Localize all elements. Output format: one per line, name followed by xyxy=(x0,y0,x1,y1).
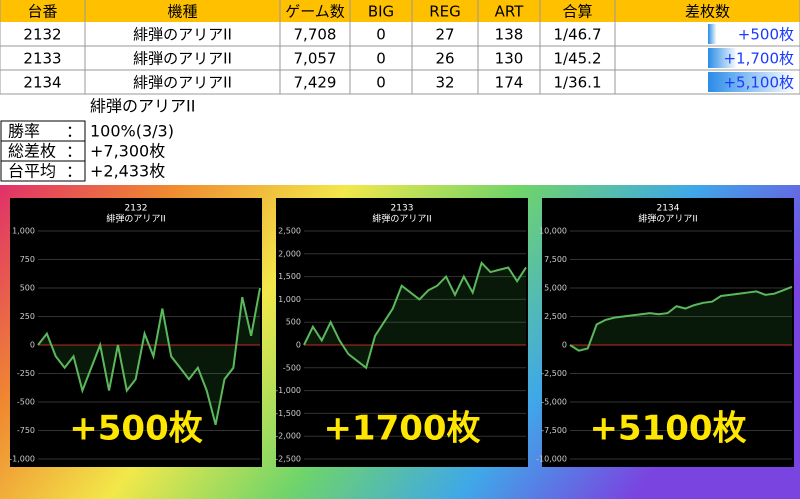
diff-cell: +1,700枚 xyxy=(723,50,794,68)
header-cell: ART xyxy=(495,3,525,21)
y-tick-label: 2,500 xyxy=(544,312,567,321)
chart-title: 2132 xyxy=(125,204,148,214)
summary-sep: ： xyxy=(66,122,82,141)
table-cell: 2134 xyxy=(23,74,61,92)
line xyxy=(37,287,261,426)
header-cell: 差枚数 xyxy=(685,3,730,21)
y-tick-label: 500 xyxy=(286,318,301,327)
y-tick-label: -7,500 xyxy=(541,426,567,435)
table-cell: 1/36.1 xyxy=(554,74,602,92)
chart-subtitle: 緋弾のアリアII xyxy=(106,213,165,225)
y-tick-label: 1,000 xyxy=(12,227,35,236)
header-cell: 合算 xyxy=(562,3,592,21)
y-tick-label: -500 xyxy=(283,363,301,372)
summary-label: 総差枚 xyxy=(8,142,56,161)
y-tick-label: -2,500 xyxy=(275,455,301,464)
diff-cell: +500枚 xyxy=(738,26,794,44)
y-tick-label: -1,000 xyxy=(9,455,35,464)
area xyxy=(38,288,260,425)
table-cell: 0 xyxy=(376,26,386,44)
annotation: +500枚 xyxy=(69,409,202,449)
summary-title: 緋弾のアリアII xyxy=(90,97,195,116)
chart-title: 2134 xyxy=(657,204,680,214)
y-tick-label: -5,000 xyxy=(541,398,567,407)
y-tick-label: -1,500 xyxy=(275,409,301,418)
chart-panel xyxy=(276,198,528,467)
summary-sep: ： xyxy=(66,142,82,161)
header-cell: 機種 xyxy=(167,3,197,21)
y-tick-label: 5,000 xyxy=(544,284,567,293)
y-tick-label: 0 xyxy=(296,341,301,350)
y-tick-label: -2,500 xyxy=(541,369,567,378)
table-cell: 緋弾のアリアII xyxy=(133,26,232,44)
y-tick-label: 0 xyxy=(562,341,567,350)
table-cell: 緋弾のアリアII xyxy=(133,50,232,68)
annotation: +1700枚 xyxy=(323,409,480,449)
table-cell: 0 xyxy=(376,50,386,68)
y-tick-label: 750 xyxy=(20,255,35,264)
summary-label: 勝率 xyxy=(8,122,40,141)
table-cell: 26 xyxy=(435,50,454,68)
y-tick-label: -500 xyxy=(17,398,35,407)
table-cell: 7,708 xyxy=(294,26,337,44)
y-tick-label: 250 xyxy=(20,312,35,321)
y-tick-label: 2,000 xyxy=(278,249,301,258)
y-tick-label: 1,000 xyxy=(278,295,301,304)
table-cell: 138 xyxy=(495,26,524,44)
table-cell: 174 xyxy=(495,74,524,92)
summary-value: 100%(3/3) xyxy=(90,122,174,141)
table-cell: 1/46.7 xyxy=(554,26,602,44)
summary-label-box xyxy=(0,160,86,182)
chart-panel xyxy=(542,198,794,467)
summary-value: +2,433枚 xyxy=(90,162,165,181)
y-tick-label: -10,000 xyxy=(536,455,567,464)
y-tick-label: -750 xyxy=(17,426,35,435)
table-cell: 32 xyxy=(435,74,454,92)
table-cell: 0 xyxy=(376,74,386,92)
y-tick-label: 0 xyxy=(30,341,35,350)
chart-title: 2133 xyxy=(391,204,414,214)
data-bar xyxy=(708,48,738,68)
y-tick-label: -1,000 xyxy=(275,386,301,395)
y-tick-label: 1,500 xyxy=(278,272,301,281)
chart-subtitle: 緋弾のアリアII xyxy=(372,213,431,225)
line xyxy=(569,285,793,352)
y-tick-label: 10,000 xyxy=(539,227,567,236)
table-cell: 2132 xyxy=(23,26,61,44)
line xyxy=(303,261,527,370)
chart-panel xyxy=(10,198,262,467)
table-cell: 緋弾のアリアII xyxy=(133,74,232,92)
table-cell: 1/45.2 xyxy=(554,50,602,68)
y-tick-label: 2,500 xyxy=(278,227,301,236)
summary-sep: ： xyxy=(66,162,82,181)
summary-label: 台平均 xyxy=(8,162,56,181)
header-cell: BIG xyxy=(368,3,394,21)
header-cell: ゲーム数 xyxy=(285,3,345,21)
summary-value: +7,300枚 xyxy=(90,142,165,161)
y-tick-label: 7,500 xyxy=(544,255,567,264)
header-cell: 台番 xyxy=(27,3,57,21)
y-tick-label: -2,000 xyxy=(275,432,301,441)
y-tick-label: -250 xyxy=(17,369,35,378)
data-bar xyxy=(708,72,796,92)
area xyxy=(570,286,792,351)
data-bar xyxy=(708,24,717,44)
annotation: +5100枚 xyxy=(589,409,746,449)
table-cell: 130 xyxy=(495,50,524,68)
table-cell: 2133 xyxy=(23,50,61,68)
table-header-bg xyxy=(0,0,800,22)
table-cell: 7,057 xyxy=(294,50,337,68)
table-cell: 7,429 xyxy=(294,74,337,92)
table-cell: 27 xyxy=(435,26,454,44)
header-cell: REG xyxy=(429,3,461,21)
diff-cell: +5,100枚 xyxy=(723,74,794,92)
chart-subtitle: 緋弾のアリアII xyxy=(638,213,697,225)
y-tick-label: 500 xyxy=(20,284,35,293)
